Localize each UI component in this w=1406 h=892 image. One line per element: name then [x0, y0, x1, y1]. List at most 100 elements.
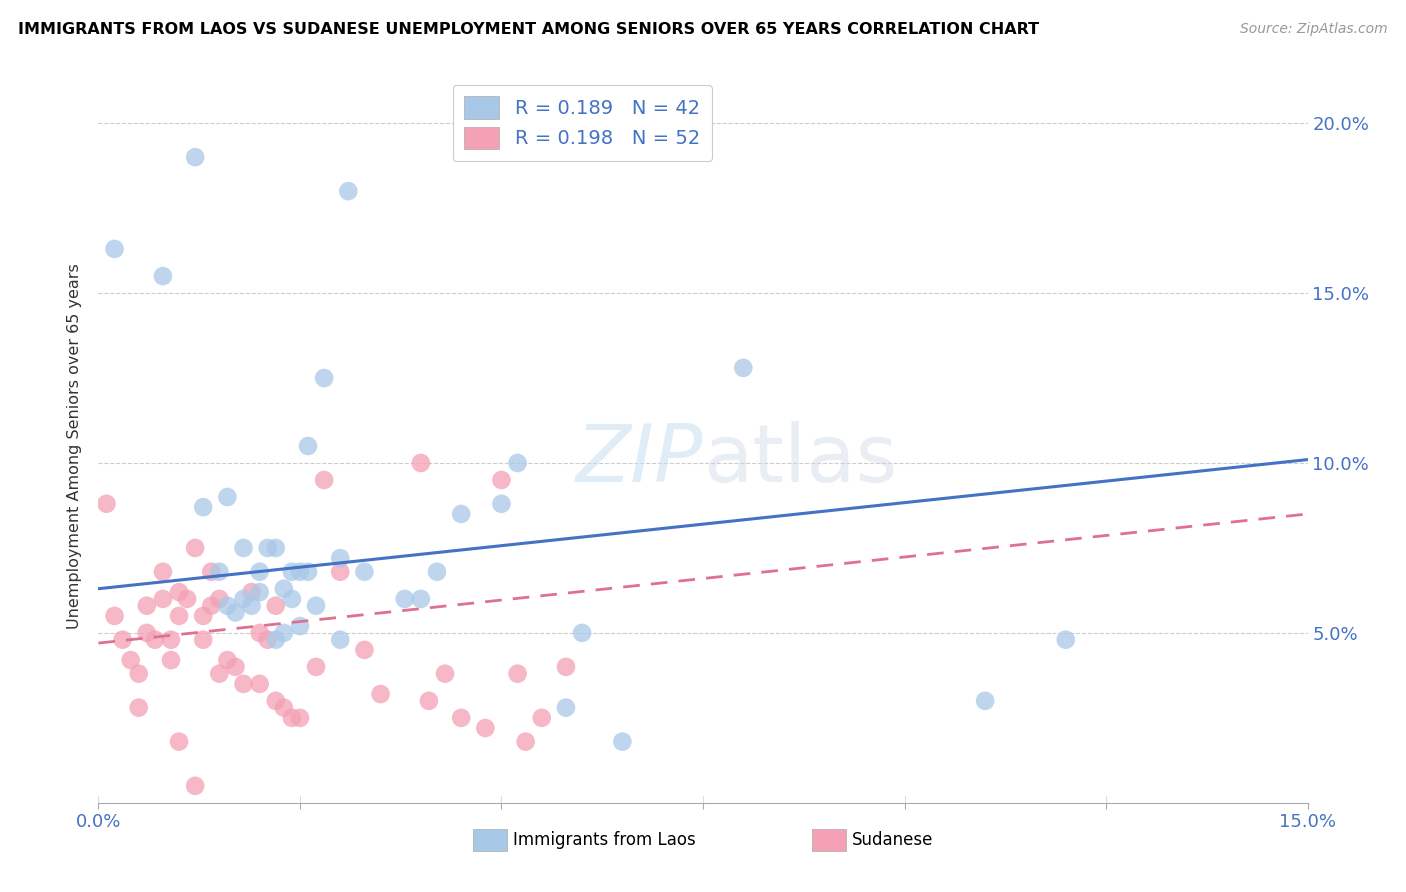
Point: [329, 632, 352, 647]
Point: [200, 599, 222, 613]
Point: [450, 507, 472, 521]
Point: [232, 591, 254, 606]
Point: [426, 565, 449, 579]
Point: [297, 565, 319, 579]
Point: [571, 626, 593, 640]
Point: [193, 608, 215, 623]
Point: [256, 541, 278, 555]
Point: [305, 599, 328, 613]
Point: [273, 582, 295, 596]
Point: [160, 653, 183, 667]
Text: IMMIGRANTS FROM LAOS VS SUDANESE UNEMPLOYMENT AMONG SENIORS OVER 65 YEARS CORREL: IMMIGRANTS FROM LAOS VS SUDANESE UNEMPLO…: [18, 22, 1039, 37]
Point: [281, 711, 304, 725]
Point: [974, 694, 997, 708]
Point: [249, 585, 271, 599]
Text: Sudanese: Sudanese: [852, 831, 934, 849]
Point: [152, 565, 174, 579]
Point: [103, 242, 125, 256]
Point: [200, 565, 222, 579]
Point: [193, 500, 215, 515]
Point: [555, 660, 578, 674]
Point: [249, 626, 271, 640]
Point: [281, 565, 304, 579]
Point: [176, 591, 198, 606]
Point: [167, 734, 190, 748]
Point: [555, 700, 578, 714]
Point: [217, 599, 239, 613]
Point: [111, 632, 134, 647]
Text: Source: ZipAtlas.com: Source: ZipAtlas.com: [1240, 22, 1388, 37]
Point: [184, 150, 207, 164]
Point: [232, 677, 254, 691]
Point: [418, 694, 440, 708]
Point: [249, 565, 271, 579]
Point: [264, 632, 287, 647]
Point: [353, 565, 375, 579]
Point: [96, 497, 118, 511]
Point: [240, 585, 263, 599]
Text: ZIP: ZIP: [575, 421, 703, 500]
Point: [370, 687, 392, 701]
Point: [208, 565, 231, 579]
Point: [208, 666, 231, 681]
Point: [184, 541, 207, 555]
Point: [288, 619, 311, 633]
Point: [288, 711, 311, 725]
Point: [329, 565, 352, 579]
Point: [152, 591, 174, 606]
Point: [474, 721, 496, 735]
Point: [249, 677, 271, 691]
Point: [264, 599, 287, 613]
Point: [152, 269, 174, 284]
Legend: R = 0.189   N = 42, R = 0.198   N = 52: R = 0.189 N = 42, R = 0.198 N = 52: [453, 85, 711, 161]
Point: [264, 541, 287, 555]
Point: [409, 456, 432, 470]
Point: [240, 599, 263, 613]
Point: [160, 632, 183, 647]
Point: [1054, 632, 1077, 647]
Point: [273, 700, 295, 714]
Point: [305, 660, 328, 674]
Bar: [811, 830, 845, 851]
Point: [434, 666, 457, 681]
Point: [337, 184, 360, 198]
Bar: [474, 830, 508, 851]
Point: [394, 591, 416, 606]
Point: [273, 626, 295, 640]
Point: [288, 565, 311, 579]
Point: [217, 653, 239, 667]
Point: [281, 591, 304, 606]
Point: [184, 779, 207, 793]
Point: [167, 608, 190, 623]
Point: [612, 734, 634, 748]
Point: [515, 734, 537, 748]
Point: [353, 643, 375, 657]
Point: [135, 599, 157, 613]
Point: [256, 632, 278, 647]
Point: [450, 711, 472, 725]
Point: [506, 666, 529, 681]
Point: [329, 551, 352, 566]
Point: [143, 632, 166, 647]
Point: [314, 473, 336, 487]
Point: [224, 660, 246, 674]
Point: [409, 591, 432, 606]
Point: [167, 585, 190, 599]
Point: [506, 456, 529, 470]
Point: [217, 490, 239, 504]
Text: Immigrants from Laos: Immigrants from Laos: [513, 831, 696, 849]
Point: [128, 666, 150, 681]
Point: [103, 608, 125, 623]
Point: [314, 371, 336, 385]
Point: [491, 473, 513, 487]
Point: [193, 632, 215, 647]
Point: [232, 541, 254, 555]
Y-axis label: Unemployment Among Seniors over 65 years: Unemployment Among Seniors over 65 years: [67, 263, 83, 629]
Point: [530, 711, 553, 725]
Point: [297, 439, 319, 453]
Point: [135, 626, 157, 640]
Point: [224, 606, 246, 620]
Text: atlas: atlas: [703, 421, 897, 500]
Point: [128, 700, 150, 714]
Point: [264, 694, 287, 708]
